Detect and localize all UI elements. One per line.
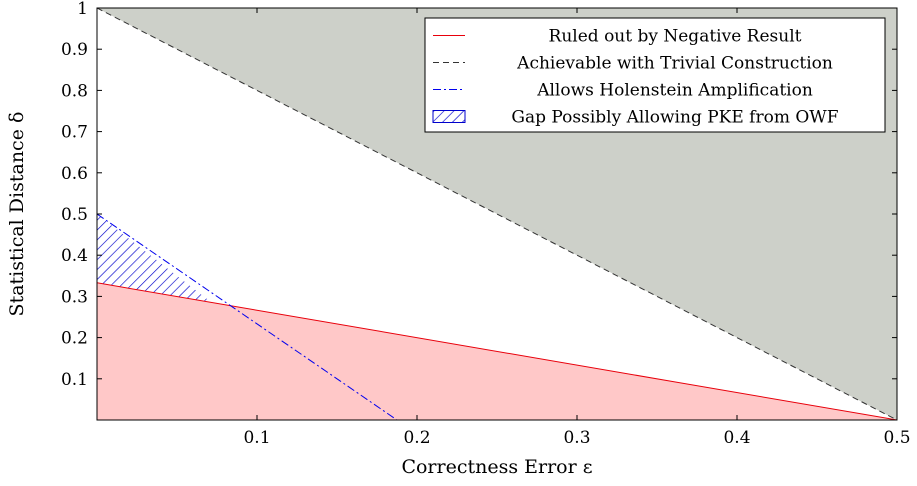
x-tick-label: 0.1 <box>243 428 270 448</box>
legend: Ruled out by Negative Result Achievable w… <box>424 17 886 133</box>
legend-box <box>424 17 886 133</box>
y-tick-label: 0.1 <box>61 370 88 390</box>
legend-label: Ruled out by Negative Result <box>549 27 802 47</box>
legend-label: Allows Holenstein Amplification <box>536 81 813 101</box>
x-tick-label: 0.5 <box>883 428 910 448</box>
y-tick-label: 0.6 <box>61 164 88 184</box>
y-tick-label: 0.9 <box>61 40 88 60</box>
holenstein-line <box>97 213 398 420</box>
axis-ticks: 0.1 0.2 0.3 0.4 0.5 0.1 0.2 0.3 0.4 0.5 0.6 0.7 0.8 0… <box>61 0 911 448</box>
y-tick-label: 1 <box>77 0 88 19</box>
y-tick-label: 0.5 <box>61 205 88 225</box>
legend-label: Achievable with Trivial Construction <box>516 54 833 74</box>
x-tick-label: 0.2 <box>403 428 430 448</box>
x-tick-label: 0.4 <box>723 428 750 448</box>
legend-swatch <box>432 110 466 123</box>
y-tick-label: 0.7 <box>61 123 88 143</box>
y-tick-label: 0.3 <box>61 287 88 307</box>
y-tick-label: 0.2 <box>61 329 88 349</box>
legend-label: Gap Possibly Allowing PKE from OWF <box>511 108 838 128</box>
x-axis-title: Correctness Error ε <box>401 456 592 478</box>
y-tick-label: 0.4 <box>61 246 88 266</box>
gap-region <box>97 214 212 303</box>
x-tick-label: 0.3 <box>563 428 590 448</box>
y-tick-label: 0.8 <box>61 81 88 101</box>
y-axis-title: Statistical Distance δ <box>6 112 28 317</box>
plot-lines <box>97 8 897 420</box>
